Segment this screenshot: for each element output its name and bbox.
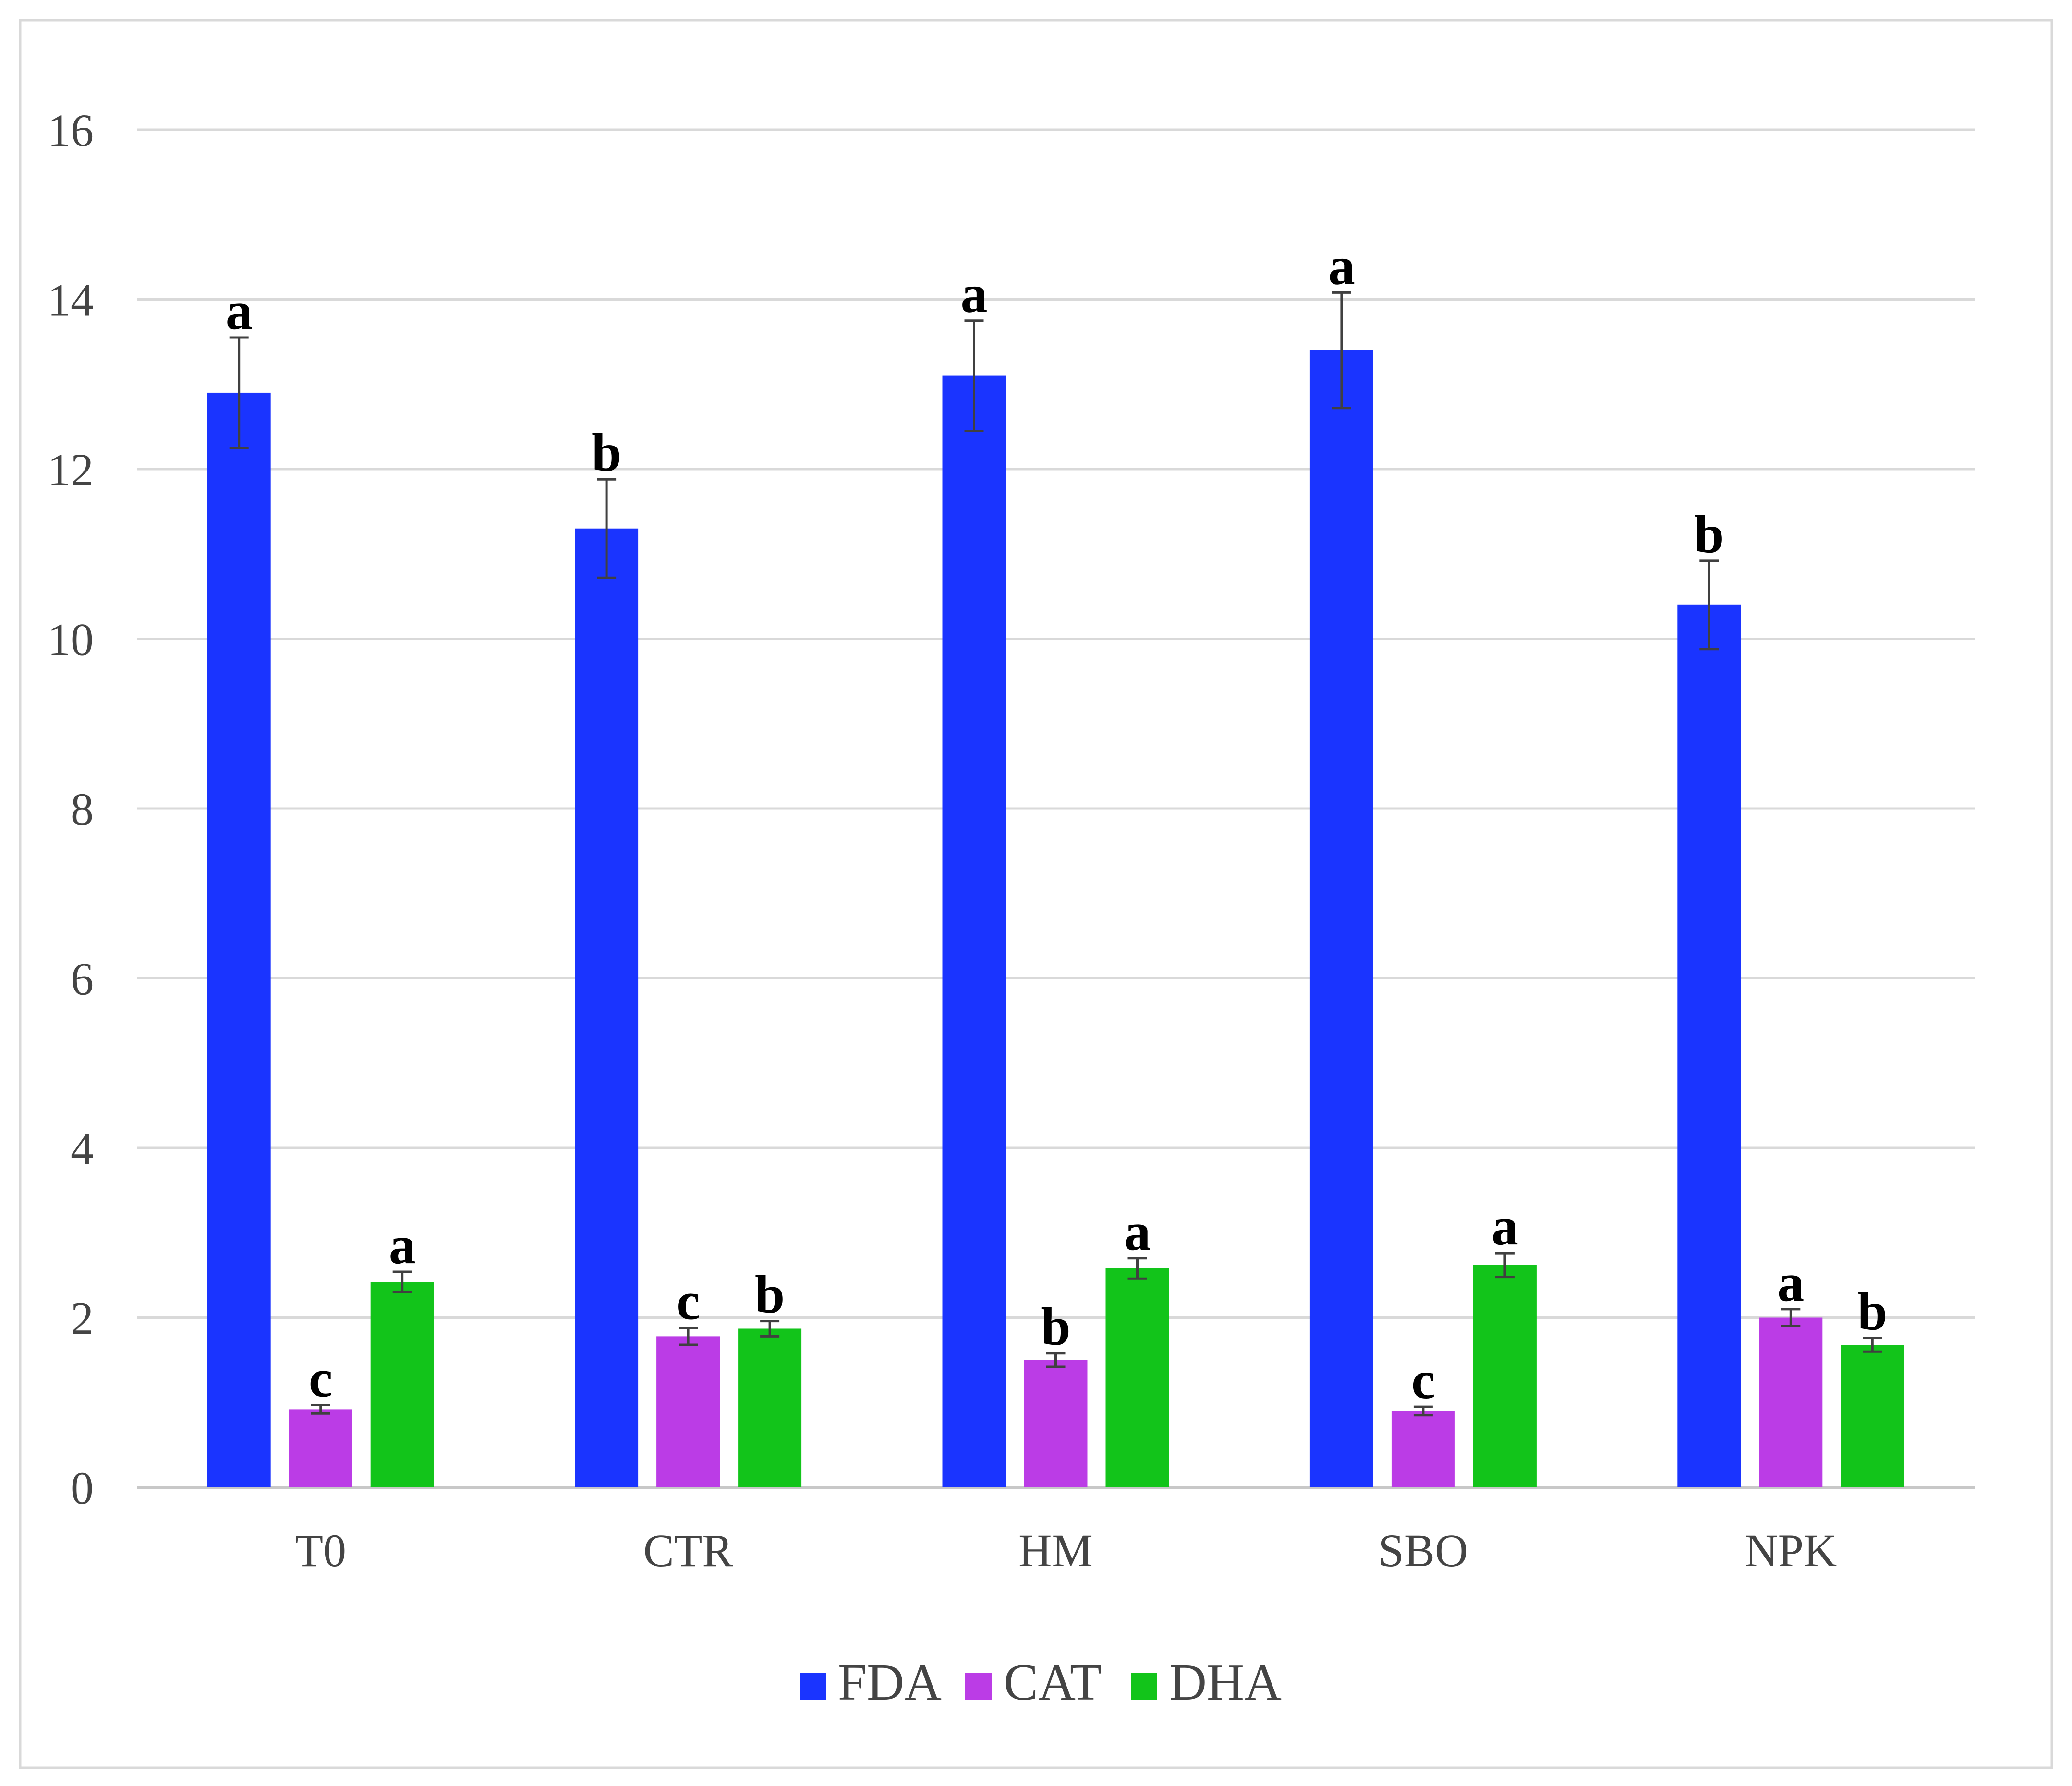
bar-cat-hm — [1024, 1360, 1088, 1487]
significance-letter: b — [1694, 505, 1724, 564]
y-tick-label: 10 — [48, 614, 94, 665]
significance-letter: a — [1491, 1197, 1518, 1256]
legend: FDA CAT DHA — [800, 1654, 1282, 1711]
bar-cat-npk — [1759, 1317, 1823, 1487]
y-tick-label: 12 — [48, 444, 94, 495]
y-tick-label: 8 — [71, 784, 94, 835]
bar-dha-hm — [1105, 1268, 1169, 1487]
bar-cat-t0 — [289, 1409, 352, 1487]
legend-swatch-dha — [1131, 1673, 1157, 1700]
bar-dha-sbo — [1473, 1265, 1537, 1487]
y-tick-label: 2 — [71, 1293, 94, 1344]
bar-fda-npk — [1677, 604, 1741, 1487]
legend-label-cat: CAT — [1004, 1654, 1102, 1711]
significance-letter: a — [226, 281, 253, 341]
y-tick-label: 16 — [48, 105, 94, 156]
x-tick-label-ctr: CTR — [643, 1525, 733, 1576]
bar-fda-t0 — [207, 392, 271, 1487]
y-tick-label: 4 — [71, 1123, 94, 1174]
bar-dha-t0 — [370, 1282, 434, 1487]
significance-letter: a — [1777, 1253, 1804, 1313]
bar-fda-sbo — [1309, 350, 1373, 1487]
significance-letter: a — [1328, 236, 1355, 296]
x-tick-label-t0: T0 — [295, 1525, 346, 1576]
gridlines — [137, 128, 1975, 1489]
significance-letter: b — [1857, 1282, 1887, 1341]
chart-frame — [19, 19, 2053, 1769]
x-tick-label-hm: HM — [1018, 1525, 1093, 1576]
bar-fda-hm — [942, 375, 1006, 1488]
significance-letter: c — [309, 1349, 333, 1409]
significance-letter: a — [961, 265, 988, 324]
legend-swatch-fda — [800, 1673, 826, 1700]
x-tick-label-npk: NPK — [1745, 1525, 1837, 1576]
y-tick-label: 14 — [48, 275, 94, 326]
bars — [207, 350, 1904, 1488]
legend-swatch-cat — [965, 1673, 992, 1700]
significance-letter: b — [755, 1265, 785, 1325]
significance-letter: a — [1124, 1202, 1151, 1262]
bar-cat-ctr — [656, 1336, 720, 1487]
significance-letter: a — [389, 1216, 416, 1275]
x-tick-label-sbo: SBO — [1379, 1525, 1468, 1576]
x-axis-categories: T0 CTR HM SBO NPK — [295, 1525, 1837, 1576]
legend-label-fda: FDA — [838, 1654, 942, 1711]
significance-letter: b — [592, 423, 621, 483]
bar-dha-npk — [1841, 1345, 1904, 1487]
y-tick-label: 0 — [71, 1462, 94, 1514]
bar-dha-ctr — [738, 1328, 802, 1487]
y-tick-label: 6 — [71, 953, 94, 1005]
legend-label-dha: DHA — [1169, 1654, 1282, 1711]
bar-cat-sbo — [1391, 1411, 1455, 1487]
significance-letter: b — [1041, 1297, 1070, 1357]
y-axis-ticks: 0 2 4 6 8 10 12 14 16 — [48, 105, 94, 1514]
bar-fda-ctr — [575, 528, 639, 1487]
significance-letter: c — [676, 1272, 700, 1331]
error-bars — [229, 291, 1882, 1417]
significance-letter: c — [1411, 1351, 1435, 1410]
